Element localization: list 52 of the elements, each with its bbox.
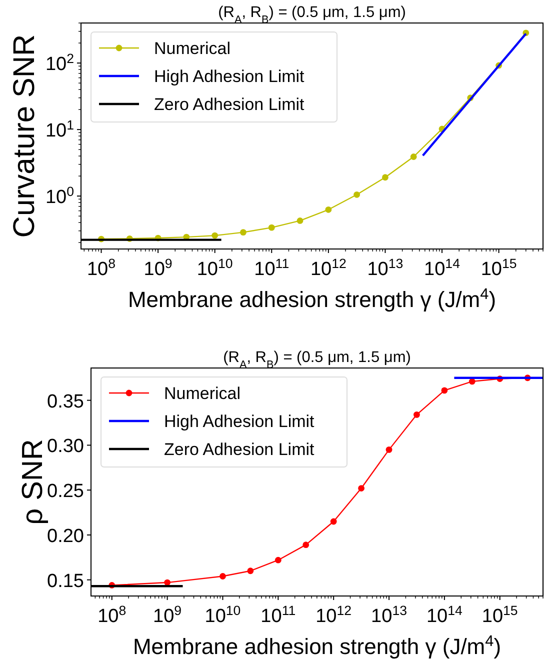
- point: [358, 485, 364, 492]
- point: [410, 154, 417, 160]
- point: [354, 191, 360, 198]
- x-tick-label: 10$^{10}$: [196, 256, 233, 280]
- x-tick-label: 10$^{15}$: [480, 256, 517, 280]
- x-tick-label: 10$^{9}$: [144, 256, 172, 280]
- x-tick-label: 10$^{8}$: [98, 602, 126, 627]
- y-tick-label: 0.30: [47, 436, 84, 458]
- point: [220, 573, 226, 580]
- legend-label: Numerical: [164, 384, 241, 403]
- point: [274, 556, 282, 564]
- x-tick-label: 10$^{15}$: [482, 602, 518, 627]
- point: [468, 378, 476, 385]
- point: [325, 206, 332, 213]
- x-tick-label: 10$^{13}$: [371, 602, 407, 627]
- legend-label: High Adhesion Limit: [154, 67, 305, 86]
- y-tick-label: 10$^{2}$: [45, 50, 74, 76]
- x-tick-label: 10$^{12}$: [316, 602, 352, 627]
- point: [302, 542, 310, 548]
- y-tick-label: 0.15: [47, 570, 84, 592]
- legend-label: Zero Adhesion Limit: [164, 440, 315, 459]
- y-tick-label: 0.35: [47, 391, 84, 412]
- x-tick-label: 10$^{12}$: [310, 256, 346, 280]
- y-axis-title: Curvature SNR: [8, 34, 41, 238]
- point: [268, 224, 275, 231]
- x-tick-label: 10$^{9}$: [153, 602, 182, 627]
- y-tick-label: 10$^{1}$: [45, 117, 74, 142]
- y-axis-title: ρ SNR: [17, 439, 49, 525]
- point: [296, 218, 304, 224]
- x-tick-label: 10$^{13}$: [367, 256, 404, 280]
- legend-label: High Adhesion Limit: [164, 412, 315, 431]
- y-tick-label: 0.20: [47, 526, 84, 547]
- x-axis-title: Membrane adhesion strength γ (J/m$^{4}$): [132, 632, 502, 659]
- point: [441, 387, 448, 394]
- legend-label: Zero Adhesion Limit: [154, 95, 305, 114]
- point: [240, 229, 246, 236]
- point: [212, 232, 218, 239]
- point: [330, 518, 337, 525]
- legend-label: Numerical: [154, 39, 231, 58]
- y-tick-label: 0.25: [47, 481, 84, 502]
- point: [247, 568, 254, 574]
- x-tick-label: 10$^{10}$: [204, 602, 241, 627]
- x-tick-label: 10$^{11}$: [254, 256, 290, 280]
- point: [386, 446, 392, 453]
- point: [382, 174, 388, 181]
- x-axis-title: Membrane adhesion strength γ (J/m$^{4}$): [128, 286, 496, 312]
- x-tick-label: 10$^{14}$: [426, 602, 462, 627]
- x-tick-label: 10$^{8}$: [86, 256, 116, 280]
- point: [414, 411, 420, 418]
- y-tick-label: 10$^{0}$: [45, 184, 74, 208]
- x-tick-label: 10$^{11}$: [260, 602, 296, 627]
- x-tick-label: 10$^{14}$: [424, 256, 460, 280]
